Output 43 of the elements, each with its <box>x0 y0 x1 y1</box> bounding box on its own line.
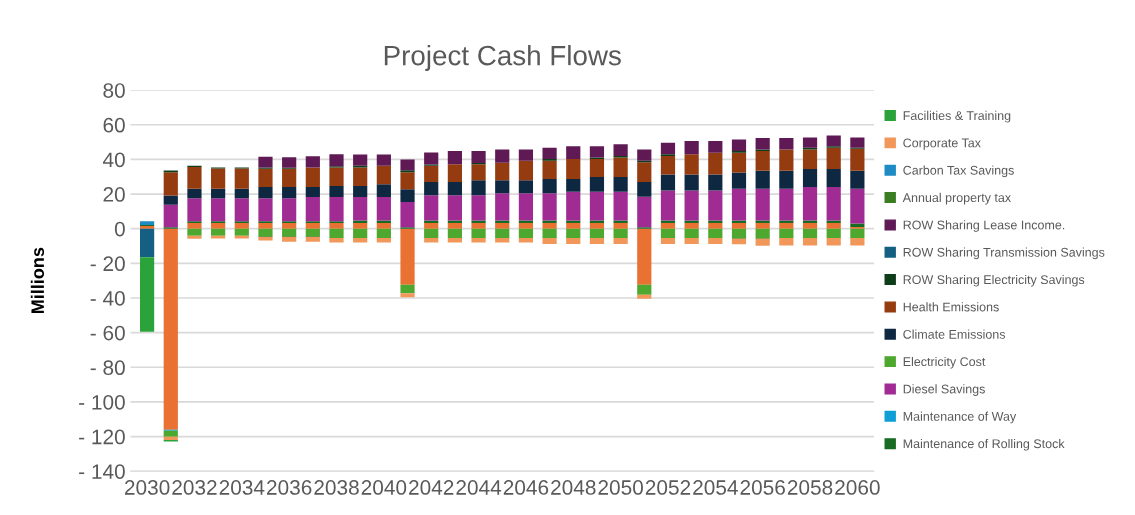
x-tick-label: 2050 <box>598 480 643 495</box>
y-tick-label: 80 <box>103 83 125 98</box>
legend-label: ROW Sharing Transmission Savings <box>903 247 1105 260</box>
y-tick-label: - 140 <box>79 464 125 479</box>
y-tick-label: - 60 <box>90 325 125 341</box>
y-tick-label: 60 <box>103 117 125 133</box>
x-tick-label: 2036 <box>267 480 312 495</box>
legend-label: Maintenance of Way <box>903 411 1017 424</box>
x-tick-label: 2038 <box>314 480 359 495</box>
chart-title: Project Cash Flows <box>384 44 621 71</box>
legend-label: Carbon Tax Savings <box>903 165 1014 178</box>
y-tick-label: - 100 <box>79 394 125 410</box>
x-tick-label: 2044 <box>456 480 502 495</box>
x-tick-label: 2060 <box>835 480 880 495</box>
legend-label: Annual property tax <box>902 192 1011 205</box>
legend-label: Health Emissions <box>903 302 999 312</box>
legend-label: Climate Emissions <box>903 329 1006 339</box>
x-tick-label: 2040 <box>361 480 407 495</box>
x-tick-label: 2048 <box>551 480 596 495</box>
x-tick-label: 2042 <box>409 480 454 495</box>
x-tick-label: 2056 <box>740 480 785 495</box>
x-tick-label: 2030 <box>124 480 170 495</box>
y-tick-label: - 40 <box>90 291 125 306</box>
y-tick-label: 20 <box>103 187 125 202</box>
x-tick-label: 2058 <box>787 480 833 495</box>
legend-label: Diesel Savings <box>903 384 985 396</box>
x-tick-label: 2054 <box>693 480 738 495</box>
x-tick-label: 2046 <box>503 480 549 495</box>
legend-label: Electricity Cost <box>903 356 986 369</box>
x-tick-label: 2034 <box>219 480 265 495</box>
y-tick-label: 0 <box>114 221 125 237</box>
legend-label: Facilities & Training <box>903 110 1011 123</box>
legend-label: ROW Sharing Electricity Savings <box>903 274 1085 287</box>
x-tick-label: 2052 <box>645 480 691 495</box>
y-tick-label: - 120 <box>79 429 125 445</box>
legend-label: Corporate Tax <box>903 138 981 150</box>
y-tick-label: - 20 <box>90 256 125 272</box>
y-axis-title: Millions <box>30 247 45 314</box>
legend-label: Maintenance of Rolling Stock <box>903 438 1065 451</box>
legend-label: ROW Sharing Lease Income. <box>903 220 1065 232</box>
y-tick-label: 40 <box>102 152 125 168</box>
y-tick-label: - 80 <box>90 360 125 376</box>
x-tick-label: 2032 <box>172 480 217 495</box>
